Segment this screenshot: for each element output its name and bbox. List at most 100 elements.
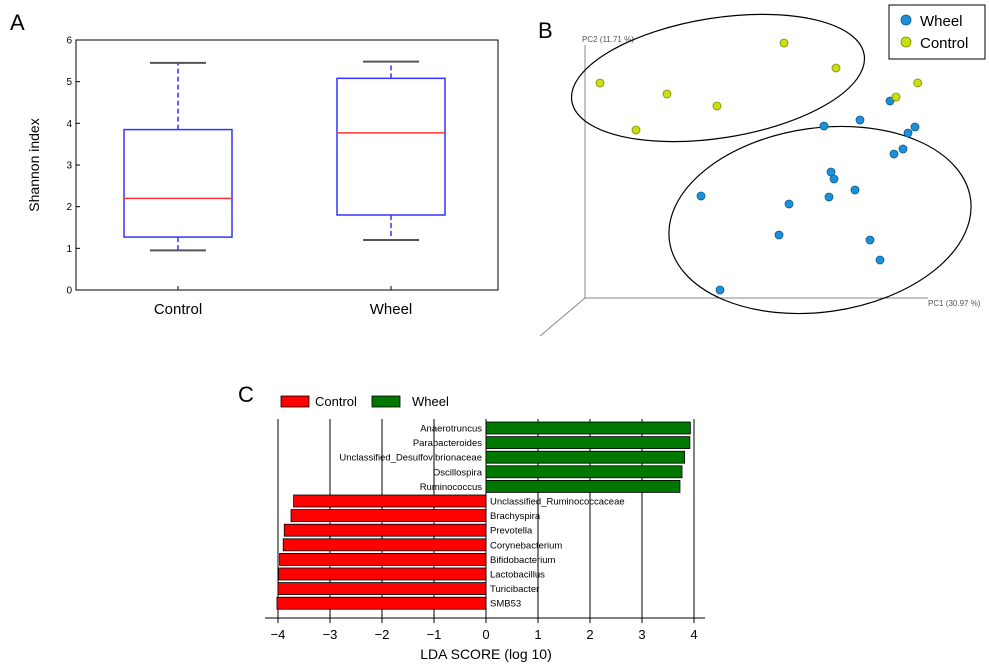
c-xtick-label: 0 xyxy=(482,627,489,642)
panel-a-ylabel: Shannon index xyxy=(26,118,42,211)
c-xtick-label: 1 xyxy=(534,627,541,642)
lda-taxon-label: Prevotella xyxy=(490,526,533,537)
panel-a-letter: A xyxy=(10,10,25,35)
control-point xyxy=(831,63,841,73)
lda-row: Ruminococcus xyxy=(420,479,681,493)
lda-taxon-label: Bifidobacterium xyxy=(490,555,556,566)
c-xtick-label: −4 xyxy=(271,627,286,642)
a-ytick-label: 4 xyxy=(66,119,72,130)
lda-taxon-label: Corynebacterium xyxy=(490,540,562,551)
lda-row: Prevotella xyxy=(283,523,533,537)
control-ellipse xyxy=(570,13,866,143)
c-xtick-label: −2 xyxy=(375,627,390,642)
control-point xyxy=(712,101,722,111)
panel-c-letter: C xyxy=(238,382,254,407)
a-ytick-label: 0 xyxy=(66,286,72,297)
lda-taxon-label: Unclassified_Desulfovibrionaceae xyxy=(339,453,482,464)
wheel-point xyxy=(875,255,885,265)
a-ytick-label: 3 xyxy=(66,161,72,172)
lda-taxon-label: Brachyspira xyxy=(490,511,541,522)
lda-bar-unclassified_desulfovibrionaceae xyxy=(485,450,686,464)
a-ytick-label: 1 xyxy=(66,244,72,255)
lda-taxon-label: SMB53 xyxy=(490,599,521,610)
a-ytick-label: 2 xyxy=(66,202,72,213)
lda-row: Anaerotruncus xyxy=(420,421,691,435)
lda-bar-smb53 xyxy=(276,596,487,610)
legend-box xyxy=(888,4,986,60)
control-point xyxy=(891,92,901,102)
pc2-label: PC2 (11.71 %) xyxy=(582,35,634,44)
legend-c-wheel-label: Wheel xyxy=(412,394,449,409)
lda-taxon-label: Parabacteroides xyxy=(413,438,482,449)
control-point xyxy=(913,78,923,88)
lda-row: Brachyspira xyxy=(290,509,541,523)
pc1-label: PC1 (30.97 %) xyxy=(928,299,981,308)
panel-c-legend: Control Wheel xyxy=(280,394,449,409)
lda-taxon-label: Ruminococcus xyxy=(420,482,483,493)
wheel-point xyxy=(885,96,895,106)
lda-row: Oscillospira xyxy=(433,465,683,479)
c-xtick-label: −1 xyxy=(427,627,442,642)
wheel-point xyxy=(850,185,860,195)
lda-bar-parabacteroides xyxy=(485,436,691,450)
lda-bar-anaerotruncus xyxy=(485,421,691,435)
lda-bar-lactobacillus xyxy=(278,567,487,581)
wheel-point xyxy=(824,192,834,202)
control-box xyxy=(123,61,233,290)
lda-taxon-label: Turicibacter xyxy=(490,584,539,595)
lda-row: Parabacteroides xyxy=(413,436,691,450)
lda-taxon-label: Lactobacillus xyxy=(490,570,545,581)
wheel-point xyxy=(889,149,899,159)
legend-c-control-label: Control xyxy=(315,394,357,409)
c-xtick-label: −3 xyxy=(323,627,338,642)
a-category-wheel: Wheel xyxy=(370,301,413,318)
lda-bar-bifidobacterium xyxy=(279,553,487,566)
panel-b-legend: Wheel Control xyxy=(888,4,986,60)
panel-c-lda: Control Wheel Anaerotruncus Parabacteroid… xyxy=(265,394,705,662)
lda-row: Corynebacterium xyxy=(282,538,562,552)
panel-b-pca: PC2 (11.71 %) PC1 (30.97 %) Wheel Contro… xyxy=(539,4,986,337)
wheel-point xyxy=(696,191,706,201)
control-point xyxy=(779,38,789,48)
lda-bar-ruminococcus xyxy=(485,479,681,493)
a-category-control: Control xyxy=(154,301,202,318)
lda-bar-prevotella xyxy=(283,523,487,537)
control-point xyxy=(631,125,641,135)
lda-row: Lactobacillus xyxy=(278,567,545,581)
wheel-point xyxy=(855,115,865,125)
panel-b-letter: B xyxy=(538,18,553,43)
lda-bar-turicibacter xyxy=(277,582,487,595)
legend-control-marker xyxy=(900,36,912,48)
legend-wheel-swatch xyxy=(371,395,401,408)
lda-bar-corynebacterium xyxy=(282,538,487,552)
lda-taxon-label: Unclassified_Ruminococcaceae xyxy=(490,497,625,508)
c-xtick-label: 2 xyxy=(586,627,593,642)
panel-a-frame xyxy=(75,39,499,291)
lda-row: SMB53 xyxy=(276,596,521,610)
wheel-point xyxy=(829,174,839,184)
wheel-point xyxy=(819,121,829,131)
lda-row: Turicibacter xyxy=(277,582,539,595)
a-ytick-label: 5 xyxy=(66,77,72,88)
wheel-point xyxy=(774,230,784,240)
control-point xyxy=(662,89,672,99)
wheel-point xyxy=(865,235,875,245)
panel-c-xlabel: LDA SCORE (log 10) xyxy=(420,646,552,662)
control-iqr-box xyxy=(123,128,233,238)
lda-bar-brachyspira xyxy=(290,509,487,523)
wheel-point xyxy=(715,285,725,295)
legend-wheel-marker xyxy=(900,14,912,26)
lda-row: Unclassified_Desulfovibrionaceae xyxy=(339,450,686,464)
lda-bar-oscillospira xyxy=(485,465,683,479)
wheel-iqr-box xyxy=(336,77,446,216)
legend-control-swatch xyxy=(280,395,310,408)
legend-wheel-label: Wheel xyxy=(920,13,963,30)
wheel-ellipse xyxy=(668,125,972,315)
lda-bar-unclassified_ruminococcaceae xyxy=(293,494,487,508)
pc3-axis xyxy=(539,297,586,337)
c-xtick-label: 3 xyxy=(638,627,645,642)
panel-a-boxplot: Shannon index 0 1 2 3 4 5 6 Control Wheel xyxy=(26,36,499,318)
lda-taxon-label: Anaerotruncus xyxy=(420,424,482,435)
lda-row: Unclassified_Ruminococcaceae xyxy=(293,494,625,508)
